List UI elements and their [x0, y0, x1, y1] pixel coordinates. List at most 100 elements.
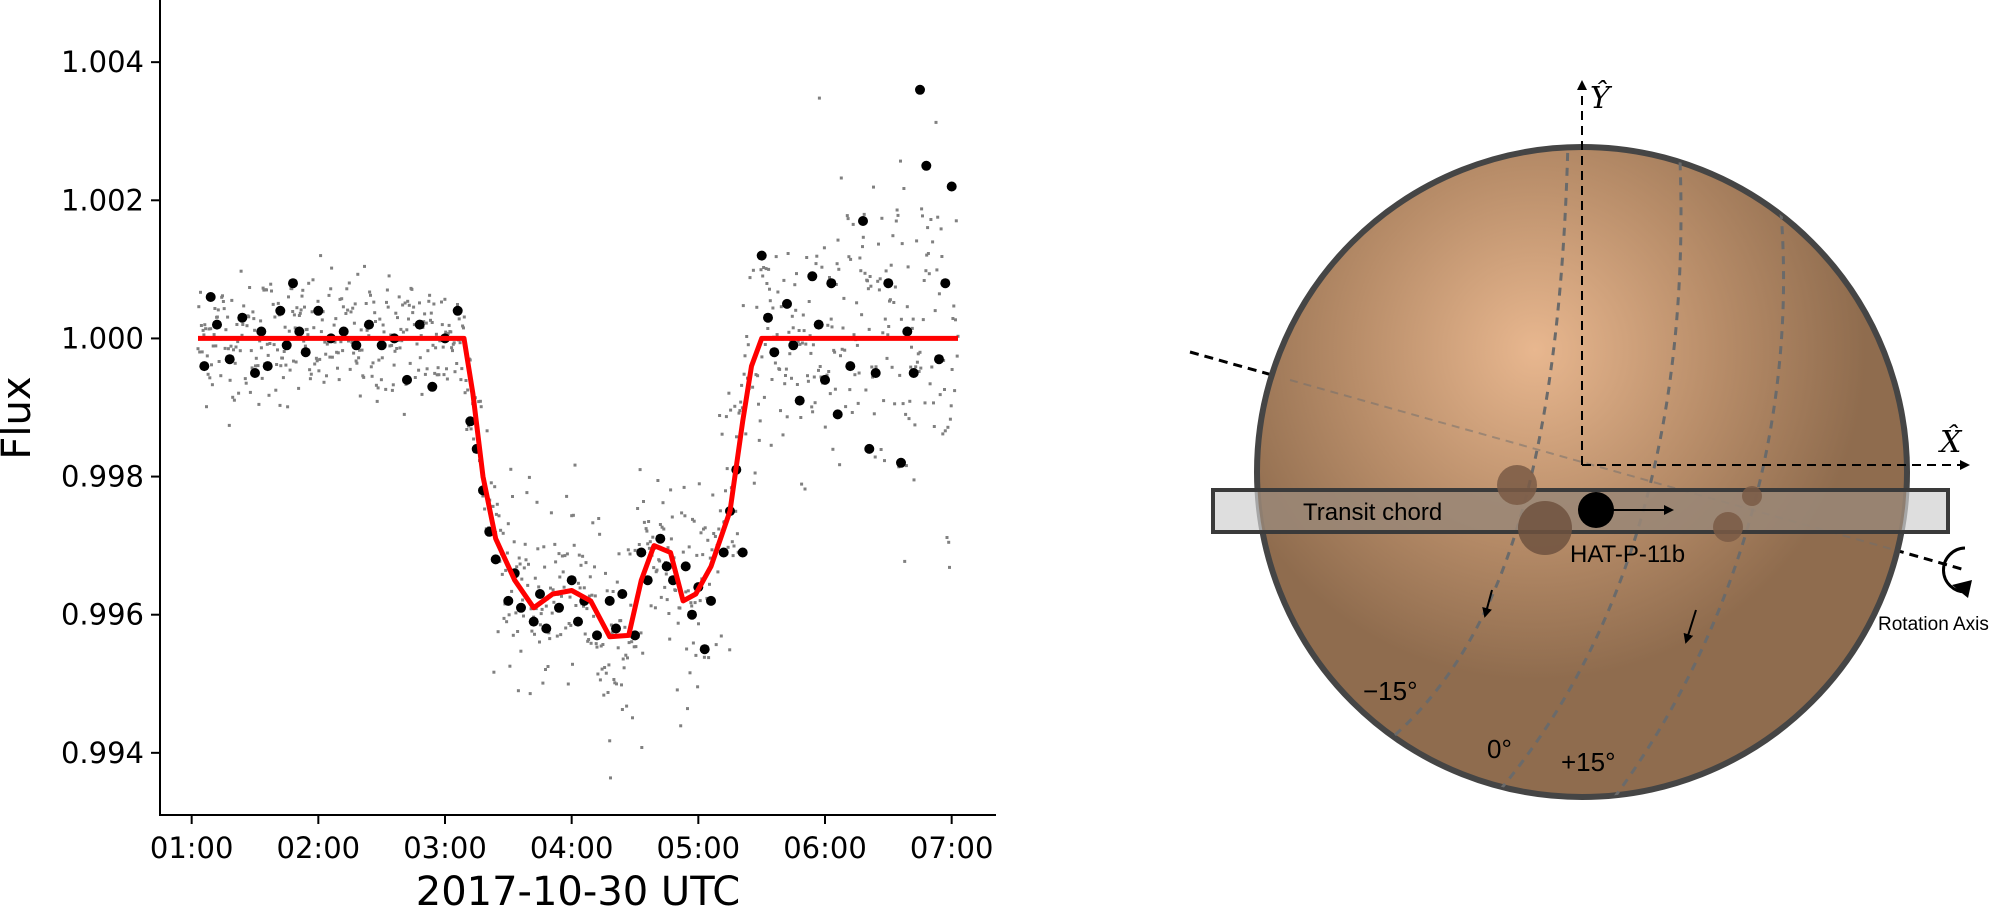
rotation-axis-line-upper: [1189, 350, 1291, 382]
raw-point: [305, 327, 309, 331]
raw-point: [308, 377, 312, 381]
raw-point: [637, 543, 641, 546]
raw-point: [754, 373, 758, 377]
raw-point: [658, 559, 662, 563]
raw-point: [561, 570, 565, 574]
raw-point: [325, 374, 328, 378]
raw-point: [914, 365, 918, 369]
raw-point: [740, 383, 744, 387]
x-hat-label: X̂: [1938, 425, 1963, 460]
raw-point: [354, 359, 358, 363]
raw-point: [279, 364, 283, 368]
raw-point: [426, 349, 430, 353]
raw-point: [876, 279, 880, 283]
raw-point: [537, 585, 541, 589]
raw-point: [906, 265, 910, 269]
binned-point: [452, 305, 463, 316]
raw-point: [638, 468, 642, 472]
raw-point: [313, 362, 317, 366]
raw-point: [950, 368, 954, 371]
raw-point: [849, 257, 853, 261]
binned-point: [465, 416, 476, 427]
raw-point: [605, 589, 609, 593]
raw-point: [563, 554, 567, 558]
raw-point: [620, 708, 624, 711]
raw-point: [807, 300, 811, 303]
raw-point: [829, 317, 833, 321]
raw-point: [761, 274, 765, 278]
raw-point: [892, 301, 896, 304]
raw-point: [678, 606, 682, 610]
raw-point: [861, 235, 865, 239]
raw-point: [549, 586, 552, 590]
raw-point: [788, 352, 792, 356]
raw-point: [633, 548, 637, 552]
raw-point: [644, 527, 648, 531]
raw-point: [831, 447, 835, 451]
raw-point: [419, 334, 423, 338]
raw-point: [857, 371, 861, 375]
raw-point: [254, 356, 258, 360]
raw-point: [800, 341, 804, 345]
raw-point: [408, 361, 412, 365]
raw-point: [818, 365, 822, 368]
raw-point: [617, 552, 621, 556]
raw-point: [891, 234, 895, 238]
raw-point: [570, 514, 574, 518]
raw-point: [861, 245, 864, 249]
x-tick-label: 06:00: [783, 831, 867, 865]
raw-point: [226, 347, 230, 351]
binned-point: [262, 361, 273, 372]
raw-point: [452, 341, 456, 345]
raw-point: [885, 356, 889, 360]
raw-point: [418, 301, 421, 305]
raw-point: [895, 208, 899, 212]
raw-point: [624, 653, 628, 657]
raw-point: [663, 585, 667, 589]
raw-point: [319, 330, 323, 334]
binned-point: [820, 374, 830, 385]
raw-point: [209, 327, 213, 331]
raw-point: [363, 264, 366, 268]
raw-point: [434, 332, 438, 336]
binned-point: [288, 278, 298, 289]
raw-point: [903, 559, 907, 563]
raw-point: [210, 383, 214, 387]
raw-point: [910, 345, 913, 349]
raw-point: [243, 377, 247, 381]
raw-point: [241, 323, 245, 326]
raw-point: [924, 269, 928, 273]
raw-point: [609, 623, 613, 627]
raw-point: [738, 409, 742, 413]
raw-point: [529, 607, 533, 611]
raw-point: [626, 656, 629, 660]
binned-point: [826, 278, 837, 289]
raw-point: [230, 298, 234, 302]
raw-point: [492, 670, 496, 674]
starspot: [1497, 465, 1537, 505]
binned-point: [687, 609, 697, 620]
raw-point: [412, 305, 416, 309]
raw-point: [593, 594, 597, 598]
raw-point: [779, 409, 782, 413]
raw-point: [297, 314, 301, 317]
raw-point: [825, 373, 829, 377]
binned-point: [934, 354, 944, 365]
raw-point: [302, 339, 306, 343]
raw-point: [708, 582, 711, 586]
raw-point: [332, 323, 336, 327]
raw-point: [808, 334, 812, 338]
raw-point: [582, 604, 585, 608]
raw-point: [511, 633, 515, 637]
raw-point: [317, 369, 321, 373]
raw-point: [882, 399, 886, 403]
raw-point: [345, 287, 349, 291]
raw-point: [841, 326, 845, 330]
binned-point: [655, 533, 666, 544]
raw-point: [569, 623, 573, 627]
raw-point: [915, 360, 919, 364]
raw-point: [468, 358, 472, 362]
raw-point: [294, 360, 298, 364]
raw-point: [726, 545, 730, 549]
y-hat-label: Ŷ: [1590, 80, 1613, 116]
